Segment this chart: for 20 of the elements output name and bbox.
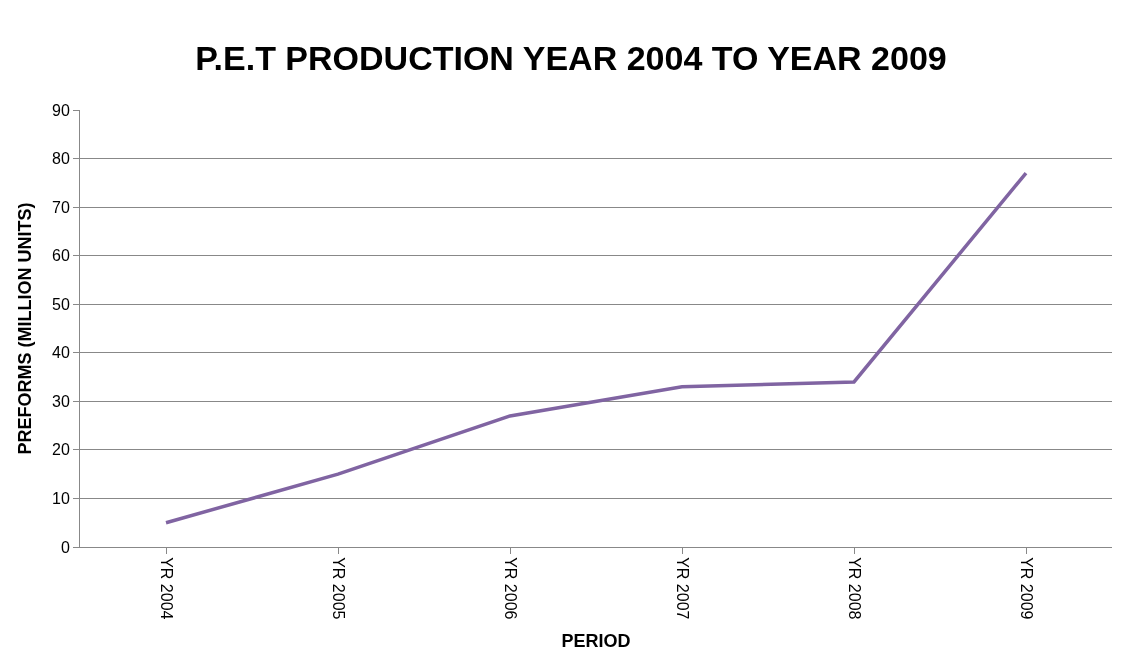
y-tick-label: 80 <box>52 150 70 168</box>
x-axis-title: PERIOD <box>561 630 631 651</box>
x-tick-label: YR 2004 <box>157 557 175 620</box>
y-axis-title: PREFORMS (MILLION UNITS) <box>15 202 36 455</box>
y-tick-label: 0 <box>60 538 70 556</box>
y-tick-label: 20 <box>52 441 70 459</box>
y-tick-label: 90 <box>52 101 70 119</box>
x-tick-label: YR 2008 <box>845 557 863 620</box>
x-tick-label: YR 2006 <box>501 557 519 620</box>
x-tick-label: YR 2009 <box>1017 557 1035 620</box>
x-tick-label: YR 2005 <box>329 557 347 620</box>
x-tick-label: YR 2007 <box>673 557 691 620</box>
y-tick-label: 30 <box>52 392 70 410</box>
line-series <box>164 171 1028 525</box>
y-tick-label: 40 <box>52 344 70 362</box>
y-tick-label: 50 <box>52 295 70 313</box>
y-tick-label: 10 <box>52 490 70 508</box>
y-tick-label: 60 <box>52 247 70 265</box>
y-tick-label: 70 <box>52 198 70 216</box>
chart-title: P.E.T PRODUCTION YEAR 2004 TO YEAR 2009 <box>195 38 947 77</box>
